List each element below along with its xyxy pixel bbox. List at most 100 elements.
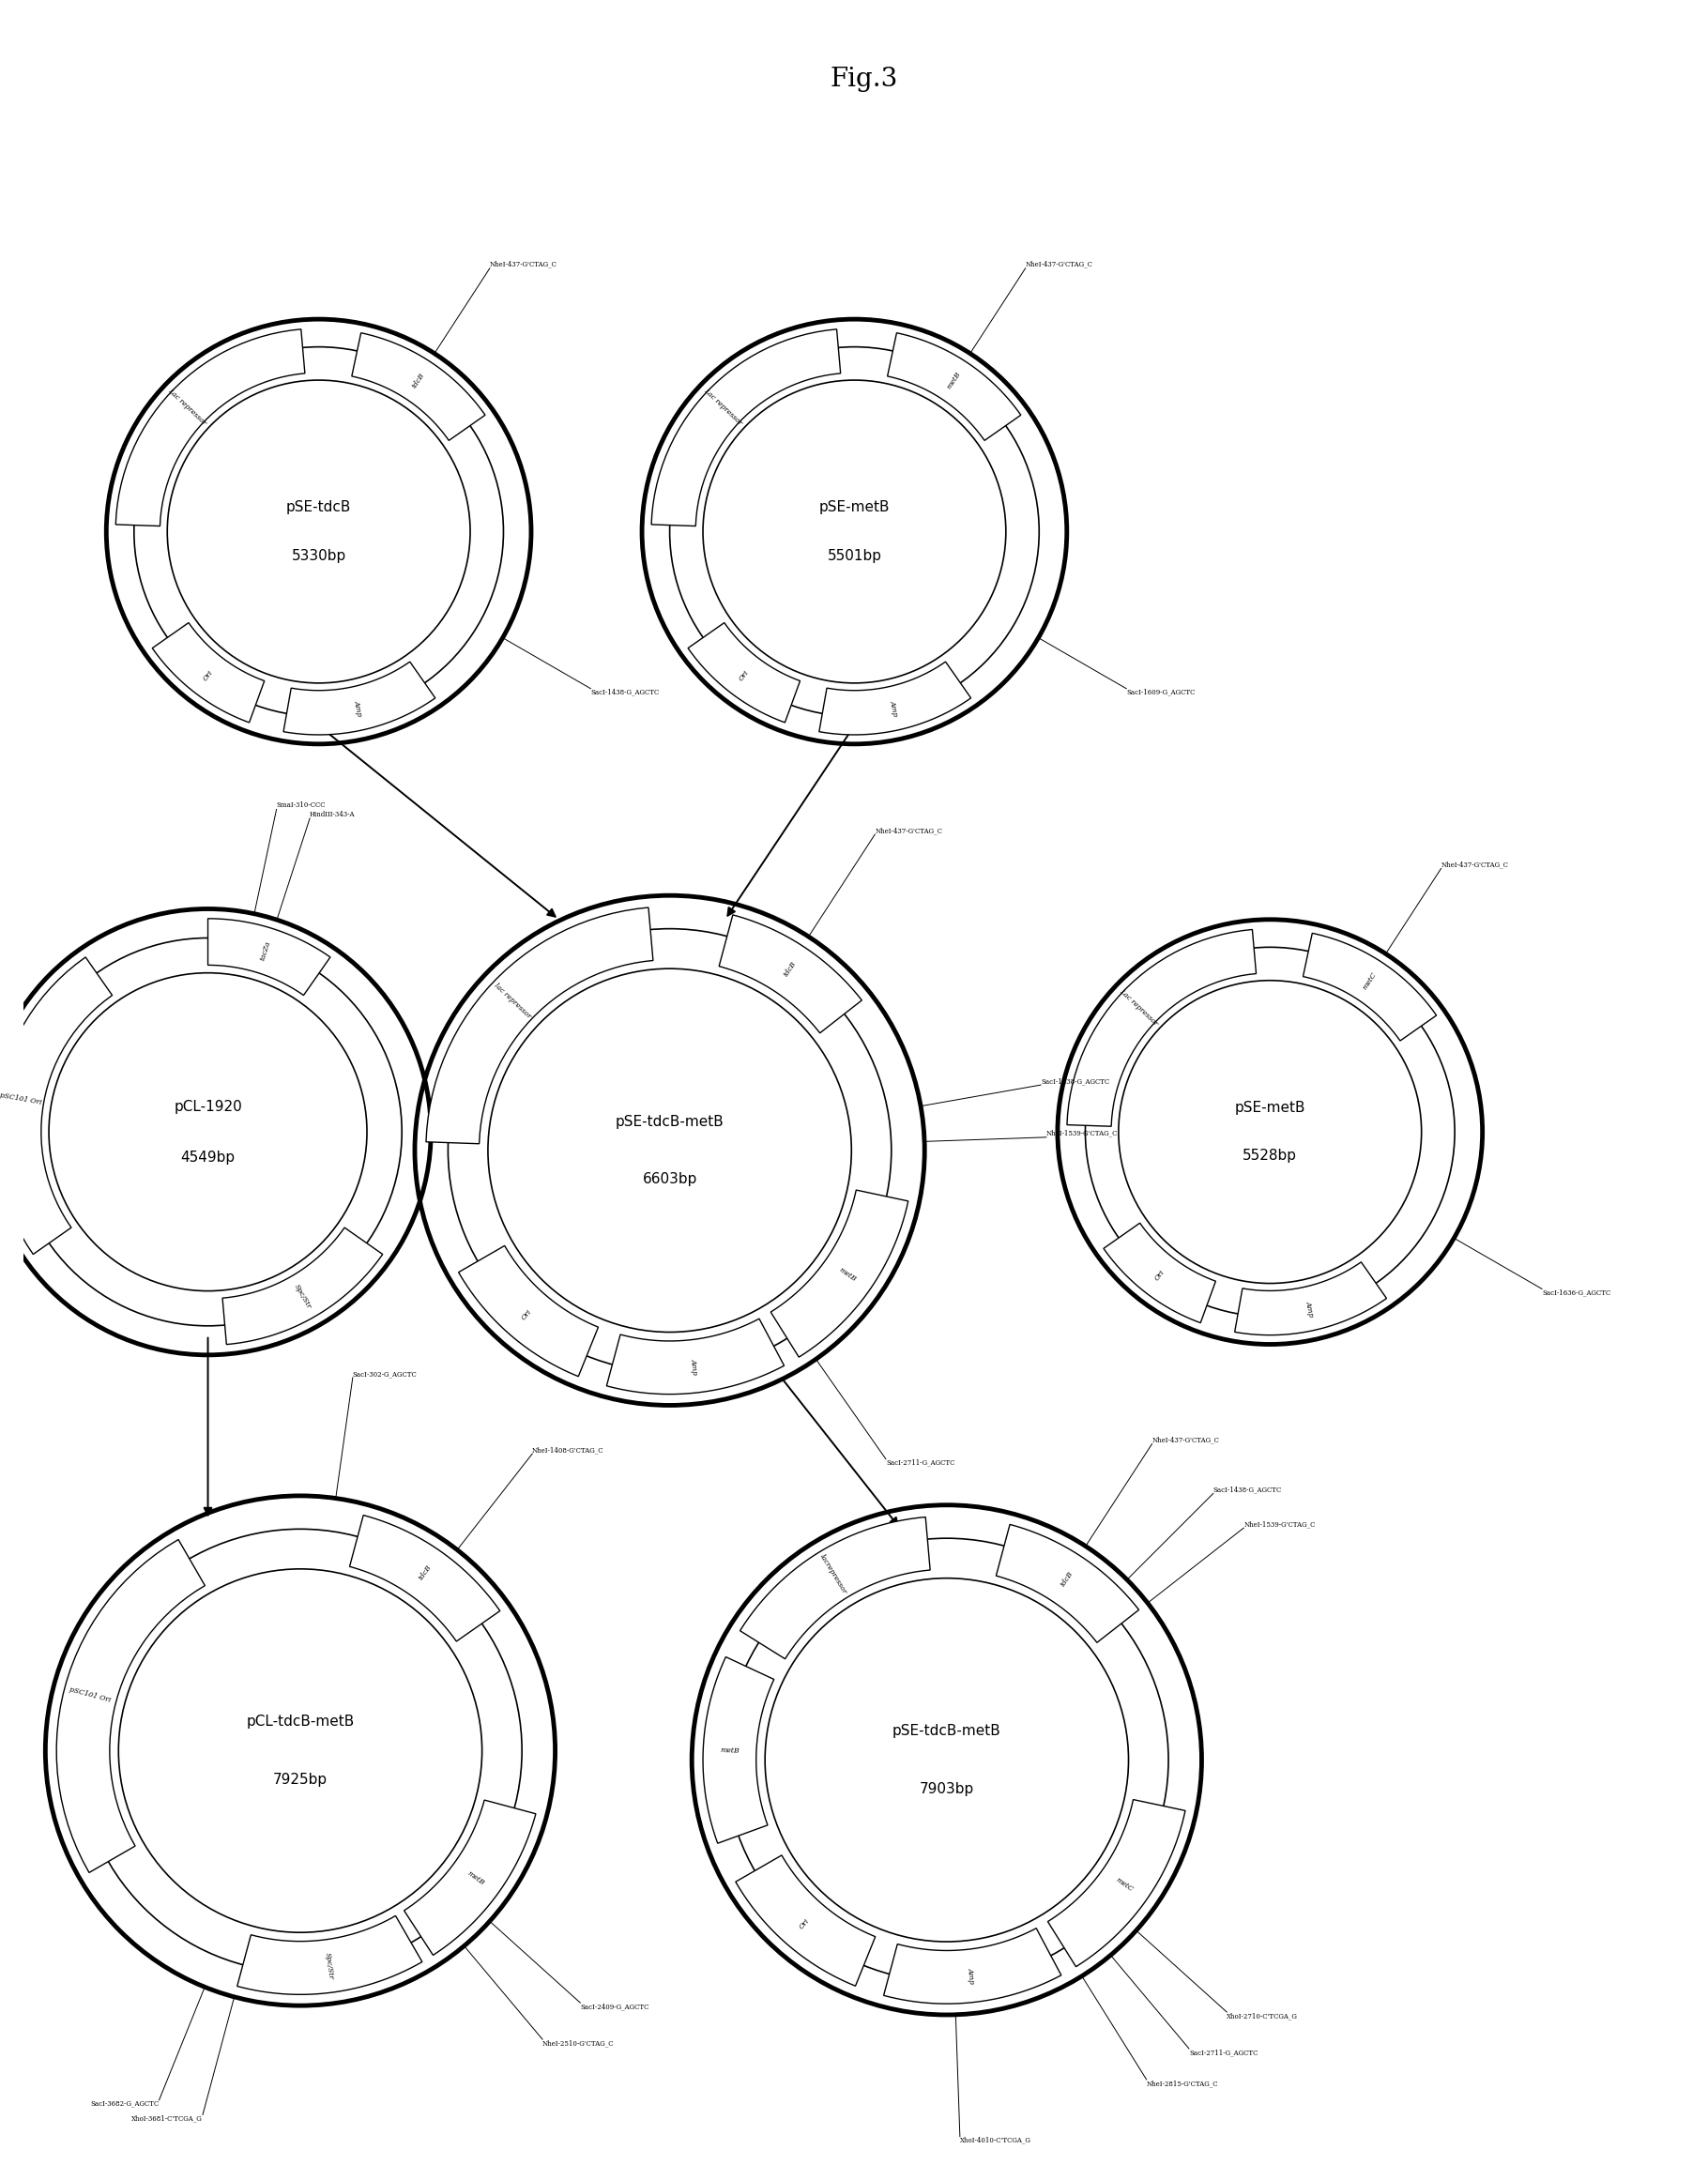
Text: NheI-1539-G'CTAG_C: NheI-1539-G'CTAG_C — [1047, 1130, 1119, 1137]
Text: SacI-1609-G_AGCTC: SacI-1609-G_AGCTC — [1126, 688, 1196, 697]
Text: SacI-3682-G_AGCTC: SacI-3682-G_AGCTC — [91, 2100, 159, 2107]
Text: metC: metC — [1115, 1875, 1134, 1892]
Text: SacI-2711-G_AGCTC: SacI-2711-G_AGCTC — [886, 1459, 955, 1466]
Polygon shape — [425, 907, 652, 1143]
Text: Spc/Str: Spc/Str — [323, 1953, 335, 1981]
Polygon shape — [405, 1799, 536, 1955]
Polygon shape — [1235, 1262, 1387, 1336]
Circle shape — [0, 909, 430, 1355]
Text: SacI-1438-G_AGCTC: SacI-1438-G_AGCTC — [1213, 1485, 1283, 1494]
Text: pSE-tdcB: pSE-tdcB — [287, 500, 352, 515]
Text: tdcB: tdcB — [412, 372, 427, 390]
Polygon shape — [704, 1656, 774, 1842]
Text: 7925bp: 7925bp — [273, 1773, 328, 1786]
Text: Ori: Ori — [738, 669, 752, 682]
Polygon shape — [996, 1524, 1139, 1643]
Text: Lac repressor: Lac repressor — [167, 388, 208, 427]
Polygon shape — [770, 1191, 909, 1357]
Text: SacI-2711-G_AGCTC: SacI-2711-G_AGCTC — [1189, 2048, 1257, 2057]
Polygon shape — [736, 1855, 876, 1985]
Circle shape — [704, 381, 1006, 684]
Circle shape — [167, 381, 470, 684]
Polygon shape — [883, 1929, 1061, 2005]
Text: SmaI-310-CCC: SmaI-310-CCC — [277, 801, 326, 810]
Polygon shape — [1303, 933, 1436, 1041]
Polygon shape — [820, 662, 970, 734]
Text: NheI-1539-G'CTAG_C: NheI-1539-G'CTAG_C — [1243, 1520, 1315, 1528]
Text: lacrepressor: lacrepressor — [818, 1554, 849, 1596]
Text: pSE-tdcB-metB: pSE-tdcB-metB — [615, 1115, 724, 1128]
Text: NheI-1408-G'CTAG_C: NheI-1408-G'CTAG_C — [533, 1446, 605, 1453]
Text: Lac repressor: Lac repressor — [702, 388, 745, 427]
Text: NheI-2815-G'CTAG_C: NheI-2815-G'CTAG_C — [1146, 2081, 1218, 2087]
Text: pCL-tdcB-metB: pCL-tdcB-metB — [246, 1715, 354, 1730]
Text: Amp: Amp — [1303, 1299, 1315, 1318]
Text: HindIII-343-A: HindIII-343-A — [309, 812, 355, 818]
Text: metB: metB — [837, 1267, 857, 1284]
Circle shape — [1119, 981, 1421, 1284]
Circle shape — [692, 1505, 1202, 2016]
Polygon shape — [888, 333, 1021, 439]
Text: NheI-437-G'CTAG_C: NheI-437-G'CTAG_C — [1442, 862, 1508, 868]
Text: Amp: Amp — [888, 699, 898, 717]
Text: Ori: Ori — [202, 669, 215, 682]
Circle shape — [765, 1578, 1129, 1942]
Polygon shape — [651, 329, 840, 526]
Text: tdcB: tdcB — [417, 1563, 432, 1583]
Polygon shape — [116, 329, 306, 526]
Text: pSC101 Ori: pSC101 Ori — [68, 1684, 113, 1704]
Text: Lac repressor: Lac repressor — [1119, 987, 1160, 1026]
Polygon shape — [1047, 1799, 1185, 1966]
Text: metC: metC — [1361, 970, 1378, 992]
Text: 4549bp: 4549bp — [181, 1150, 236, 1165]
Text: pCL-1920: pCL-1920 — [174, 1100, 243, 1113]
Text: Ori: Ori — [1153, 1269, 1167, 1282]
Text: pSE-metB: pSE-metB — [1235, 1100, 1305, 1115]
Text: lac repressor: lac repressor — [492, 981, 531, 1020]
Polygon shape — [458, 1245, 598, 1377]
Text: SacI-1438-G_AGCTC: SacI-1438-G_AGCTC — [591, 688, 659, 697]
Circle shape — [415, 896, 924, 1405]
Text: 5501bp: 5501bp — [827, 548, 881, 563]
Text: SacI-1438-G_AGCTC: SacI-1438-G_AGCTC — [1040, 1078, 1110, 1085]
Circle shape — [46, 1496, 555, 2005]
Circle shape — [106, 318, 531, 745]
Polygon shape — [719, 916, 863, 1033]
Text: NheI-437-G'CTAG_C: NheI-437-G'CTAG_C — [490, 260, 557, 268]
Text: metB: metB — [466, 1871, 487, 1888]
Text: pSE-metB: pSE-metB — [818, 500, 890, 515]
Text: NheI-2510-G'CTAG_C: NheI-2510-G'CTAG_C — [543, 2039, 615, 2046]
Text: Ori: Ori — [798, 1916, 811, 1931]
Text: XhoI-2710-C'TCGA_G: XhoI-2710-C'TCGA_G — [1226, 2011, 1298, 2020]
Polygon shape — [56, 1539, 205, 1873]
Text: tdcB: tdcB — [1059, 1570, 1074, 1587]
Text: metB: metB — [721, 1747, 740, 1754]
Text: 6603bp: 6603bp — [642, 1171, 697, 1186]
Text: 5330bp: 5330bp — [292, 548, 347, 563]
Polygon shape — [688, 624, 799, 723]
Text: Fig.3: Fig.3 — [830, 67, 897, 91]
Polygon shape — [237, 1916, 422, 1994]
Text: 7903bp: 7903bp — [919, 1782, 974, 1795]
Polygon shape — [0, 957, 113, 1254]
Text: pSC101 Ori: pSC101 Ori — [0, 1091, 43, 1106]
Text: SacI-1636-G_AGCTC: SacI-1636-G_AGCTC — [1542, 1288, 1611, 1297]
Circle shape — [118, 1570, 482, 1933]
Polygon shape — [740, 1518, 931, 1658]
Circle shape — [50, 972, 367, 1290]
Polygon shape — [222, 1228, 383, 1344]
Polygon shape — [350, 1516, 500, 1641]
Text: Spc/Str: Spc/Str — [292, 1284, 313, 1310]
Text: NheI-437-G'CTAG_C: NheI-437-G'CTAG_C — [874, 827, 943, 834]
Text: SacI-302-G_AGCTC: SacI-302-G_AGCTC — [354, 1370, 417, 1377]
Text: Amp: Amp — [690, 1357, 699, 1375]
Polygon shape — [152, 624, 265, 723]
Circle shape — [642, 318, 1068, 745]
Polygon shape — [352, 333, 485, 439]
Text: XhoI-4010-C'TCGA_G: XhoI-4010-C'TCGA_G — [960, 2137, 1032, 2143]
Polygon shape — [284, 662, 436, 734]
Polygon shape — [208, 918, 330, 996]
Text: Amp: Amp — [352, 699, 364, 717]
Polygon shape — [1068, 929, 1255, 1126]
Text: 5528bp: 5528bp — [1243, 1150, 1298, 1163]
